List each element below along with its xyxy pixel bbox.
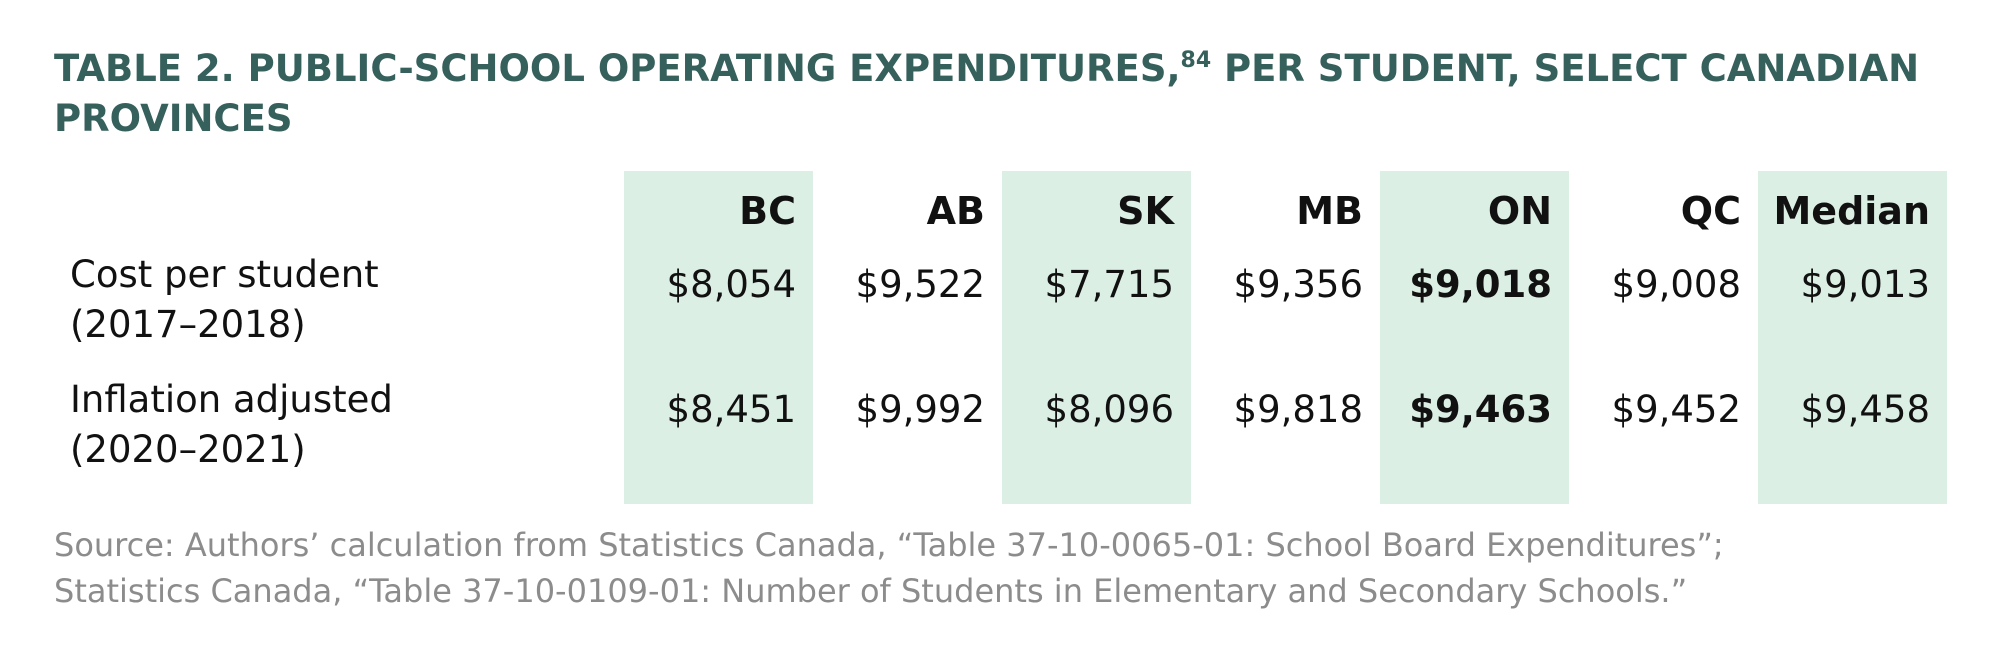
row-label: Inflation adjusted (2020–2021) <box>54 375 624 504</box>
data-table: BC AB SK MB ON QC Median Cost per student (2017–… <box>54 171 1947 504</box>
table-cell: $9,452 <box>1611 388 1741 431</box>
row-label-line: (2020–2021) <box>70 428 306 471</box>
source-line: Source: Authors’ calculation from Statis… <box>54 526 1724 564</box>
table-row: Cost per student (2017–2018) $8,054 $9,522 $… <box>54 250 1947 375</box>
column-header: AB <box>926 188 985 233</box>
row-label-line: Inflation adjusted <box>70 378 393 421</box>
table-body: Cost per student (2017–2018) $8,054 $9,522 $… <box>54 250 1947 504</box>
table-cell: $9,818 <box>1233 388 1363 431</box>
footnote-ref: 84 <box>1180 48 1212 73</box>
table-cell: $9,008 <box>1611 263 1741 306</box>
table-cell: $8,096 <box>1002 375 1191 504</box>
column-header: Median <box>1758 171 1947 250</box>
row-label-line: Cost per student <box>70 253 379 296</box>
title-text: PER STUDENT, SELECT CANADIAN PROVINCES <box>54 47 1920 140</box>
column-header: BC <box>624 171 813 250</box>
table-title: TABLE 2. PUBLIC-SCHOOL OPERATING EXPENDI… <box>54 44 1934 144</box>
header-row: BC AB SK MB ON QC Median <box>54 171 1947 250</box>
column-header: SK <box>1002 171 1191 250</box>
row-label-line: (2017–2018) <box>70 303 306 346</box>
source-note: Source: Authors’ calculation from Statis… <box>54 522 1724 614</box>
table-cell: $7,715 <box>1002 250 1191 375</box>
table-cell: $8,054 <box>624 250 813 375</box>
table-cell: $9,013 <box>1758 250 1947 375</box>
table-cell: $9,356 <box>1233 263 1363 306</box>
table-row: Inflation adjusted (2020–2021) $8,451 $9,99… <box>54 375 1947 504</box>
table-cell: $8,451 <box>624 375 813 504</box>
title-text: TABLE 2. PUBLIC-SCHOOL OPERATING EXPENDI… <box>54 47 1181 90</box>
empty-header <box>54 171 624 250</box>
table-cell: $9,992 <box>855 388 985 431</box>
row-label: Cost per student (2017–2018) <box>54 250 624 375</box>
source-line: Statistics Canada, “Table 37-10-0109-01:… <box>54 572 1688 610</box>
table-cell: $9,522 <box>855 263 985 306</box>
table-cell: $9,458 <box>1758 375 1947 504</box>
table-cell: $9,018 <box>1380 250 1569 375</box>
column-header: ON <box>1380 171 1569 250</box>
column-header: QC <box>1680 188 1741 233</box>
table-cell: $9,463 <box>1380 375 1569 504</box>
column-header: MB <box>1296 188 1363 233</box>
